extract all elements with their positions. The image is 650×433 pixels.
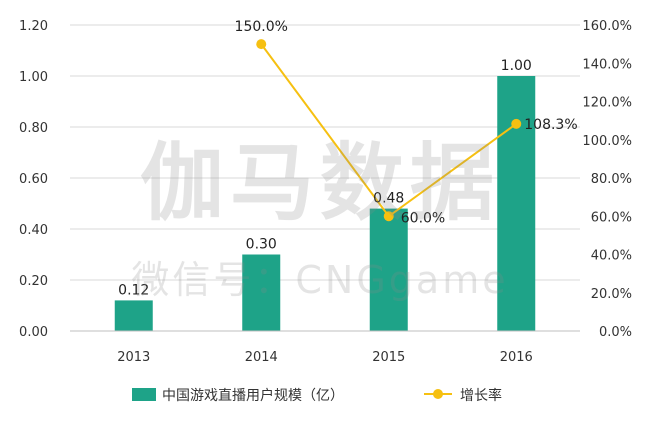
left-tick-label: 0.40 <box>19 223 48 238</box>
growth-data-label: 108.3% <box>524 117 577 133</box>
left-tick-label: 1.00 <box>19 70 48 85</box>
axes: 0.00 0.20 0.40 0.60 0.80 1.00 1.20 0.0% 20.0% 40.… <box>19 19 632 365</box>
legend-bar-label: 中国游戏直播用户规模（亿） <box>162 387 344 404</box>
bar <box>369 208 408 331</box>
legend: 中国游戏直播用户规模（亿） 增长率 <box>132 387 502 404</box>
left-tick-label: 0.60 <box>19 172 48 187</box>
right-tick-label: 40.0% <box>591 249 632 264</box>
legend-line-label: 增长率 <box>460 387 502 404</box>
growth-data-label: 150.0% <box>235 19 288 35</box>
growth-line-series <box>256 39 522 222</box>
growth-data-label: 60.0% <box>401 210 445 226</box>
watermark-title: 伽马数据 <box>140 134 500 232</box>
right-tick-label: 60.0% <box>591 210 632 225</box>
legend-bar-swatch <box>132 388 156 401</box>
right-tick-label: 20.0% <box>591 287 632 302</box>
data-labels: 0.12 0.30 0.48 1.00 150.0% 60.0% 108.3% <box>118 19 577 298</box>
right-tick-label: 120.0% <box>582 96 632 111</box>
left-tick-label: 1.20 <box>19 19 48 34</box>
growth-point <box>511 118 522 129</box>
right-tick-label: 160.0% <box>582 19 632 34</box>
legend-line-marker <box>433 389 443 399</box>
gridlines <box>70 24 580 281</box>
category-label: 2014 <box>245 350 278 365</box>
category-label: 2015 <box>372 350 405 365</box>
right-tick-label: 140.0% <box>582 57 632 72</box>
right-tick-label: 0.0% <box>599 325 632 340</box>
left-tick-label: 0.80 <box>19 121 48 136</box>
growth-point <box>383 211 394 222</box>
right-tick-label: 80.0% <box>591 172 632 187</box>
right-tick-label: 100.0% <box>582 134 632 149</box>
category-label: 2013 <box>117 350 150 365</box>
category-label: 2016 <box>500 350 533 365</box>
bar-data-label: 0.48 <box>373 191 404 207</box>
watermark-subtitle: 微信号：CNGgame <box>131 258 508 302</box>
bar <box>114 300 153 331</box>
bar <box>242 254 281 331</box>
bar-series <box>114 76 536 331</box>
left-tick-label: 0.20 <box>19 274 48 289</box>
growth-point <box>256 39 267 50</box>
bar-data-label: 0.30 <box>246 237 277 253</box>
bar <box>497 76 536 331</box>
left-tick-label: 0.00 <box>19 325 48 340</box>
bar-data-label: 1.00 <box>501 58 532 74</box>
bar-data-label: 0.12 <box>118 282 149 298</box>
